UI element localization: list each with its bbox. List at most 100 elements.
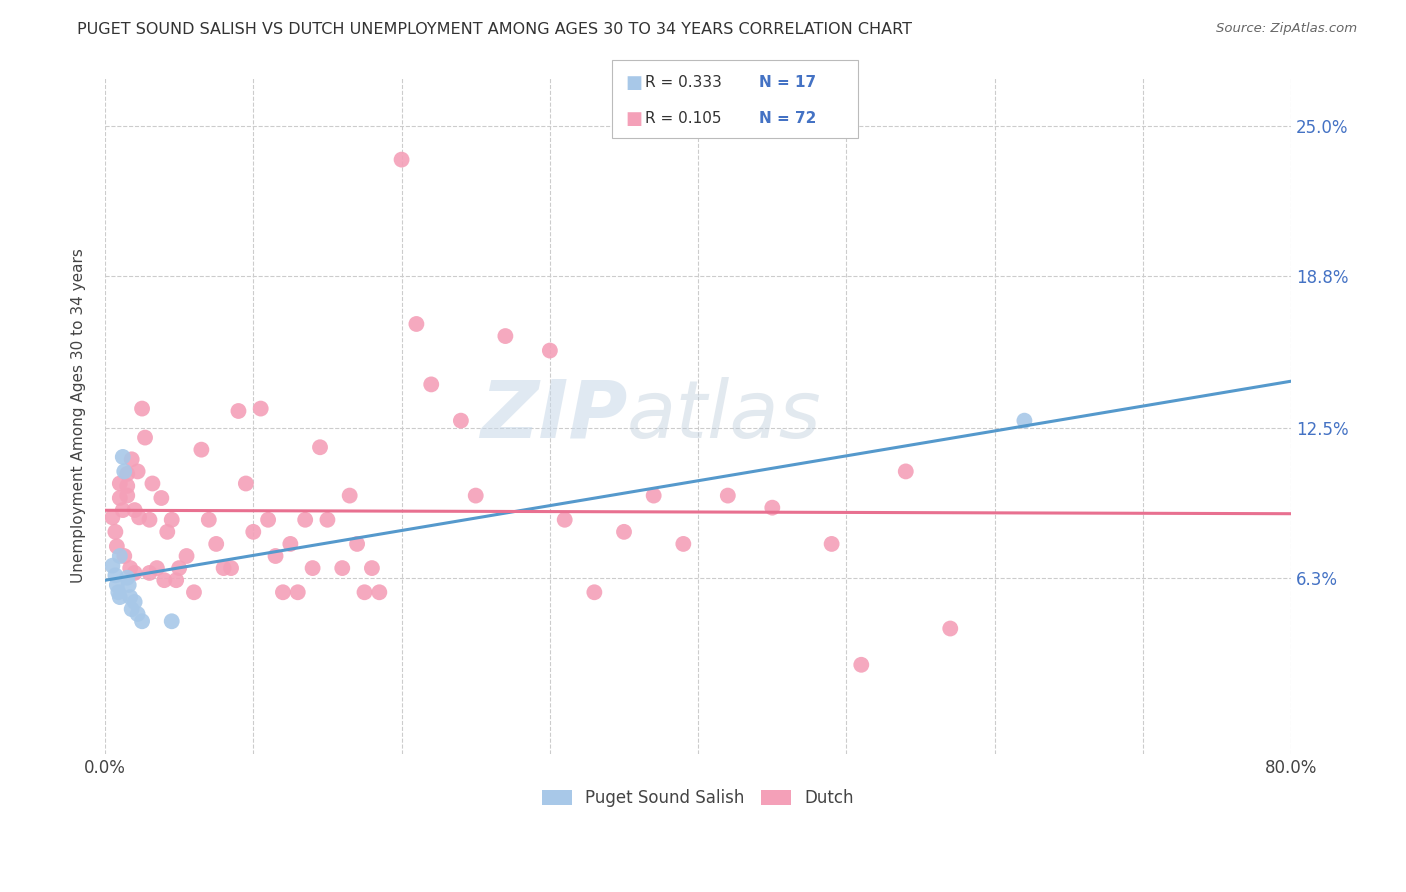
Point	[249, 401, 271, 416]
Point	[190, 442, 212, 457]
Point	[494, 329, 516, 343]
Point	[105, 539, 128, 553]
Point	[271, 585, 294, 599]
Point	[554, 513, 576, 527]
Legend: Puget Sound Salish, Dutch: Puget Sound Salish, Dutch	[536, 782, 860, 814]
Point	[167, 561, 190, 575]
Point	[124, 503, 146, 517]
Point	[294, 513, 316, 527]
Point	[851, 657, 873, 672]
Point	[450, 414, 472, 428]
Point	[153, 573, 176, 587]
Point	[228, 404, 250, 418]
Point	[115, 479, 138, 493]
Point	[280, 537, 302, 551]
Point	[287, 585, 309, 599]
Point	[212, 561, 235, 575]
Point	[115, 489, 138, 503]
Point	[121, 452, 143, 467]
Point	[112, 549, 135, 563]
Point	[115, 467, 138, 481]
Point	[761, 500, 783, 515]
Point	[330, 561, 353, 575]
Point	[111, 450, 134, 464]
Point	[104, 524, 127, 539]
Point	[242, 524, 264, 539]
Point	[160, 513, 183, 527]
Point	[131, 401, 153, 416]
Point	[1014, 414, 1036, 428]
Point	[120, 590, 142, 604]
Point	[104, 568, 127, 582]
Point	[309, 440, 332, 454]
Point	[128, 510, 150, 524]
Point	[939, 622, 962, 636]
Text: R = 0.105: R = 0.105	[645, 112, 721, 126]
Point	[121, 602, 143, 616]
Point	[219, 561, 242, 575]
Point	[108, 590, 131, 604]
Point	[160, 614, 183, 628]
Text: ■: ■	[626, 74, 643, 92]
Point	[894, 464, 917, 478]
Point	[405, 317, 427, 331]
Point	[146, 561, 169, 575]
Point	[205, 537, 228, 551]
Point	[464, 489, 486, 503]
Point	[131, 614, 153, 628]
Point	[124, 566, 146, 580]
Point	[235, 476, 257, 491]
Text: atlas: atlas	[627, 376, 821, 455]
Y-axis label: Unemployment Among Ages 30 to 34 years: Unemployment Among Ages 30 to 34 years	[72, 248, 86, 583]
Point	[111, 503, 134, 517]
Point	[339, 489, 361, 503]
Point	[198, 513, 221, 527]
Point	[183, 585, 205, 599]
Point	[118, 578, 141, 592]
Point	[134, 431, 156, 445]
Point	[264, 549, 287, 563]
Point	[820, 537, 842, 551]
Point	[717, 489, 740, 503]
Point	[127, 464, 149, 478]
Point	[101, 510, 124, 524]
Point	[583, 585, 606, 599]
Point	[150, 491, 173, 505]
Point	[120, 561, 142, 575]
Point	[316, 513, 339, 527]
Point	[108, 476, 131, 491]
Point	[368, 585, 391, 599]
Point	[138, 513, 160, 527]
Point	[112, 464, 135, 478]
Point	[127, 607, 149, 621]
Point	[124, 595, 146, 609]
Point	[346, 537, 368, 551]
Text: ZIP: ZIP	[479, 376, 627, 455]
Text: PUGET SOUND SALISH VS DUTCH UNEMPLOYMENT AMONG AGES 30 TO 34 YEARS CORRELATION C: PUGET SOUND SALISH VS DUTCH UNEMPLOYMENT…	[77, 22, 912, 37]
Point	[138, 566, 160, 580]
Point	[141, 476, 163, 491]
Point	[176, 549, 198, 563]
Point	[672, 537, 695, 551]
Point	[538, 343, 561, 358]
Point	[108, 491, 131, 505]
Point	[301, 561, 323, 575]
Point	[353, 585, 375, 599]
Point	[108, 549, 131, 563]
Point	[643, 489, 665, 503]
Point	[391, 153, 413, 167]
Text: ■: ■	[626, 110, 643, 128]
Point	[101, 558, 124, 573]
Point	[107, 585, 129, 599]
Point	[257, 513, 280, 527]
Point	[115, 571, 138, 585]
Point	[361, 561, 384, 575]
Text: N = 17: N = 17	[759, 76, 817, 90]
Point	[420, 377, 443, 392]
Point	[613, 524, 636, 539]
Text: R = 0.333: R = 0.333	[645, 76, 723, 90]
Point	[165, 573, 187, 587]
Point	[156, 524, 179, 539]
Text: Source: ZipAtlas.com: Source: ZipAtlas.com	[1216, 22, 1357, 36]
Text: N = 72: N = 72	[759, 112, 817, 126]
